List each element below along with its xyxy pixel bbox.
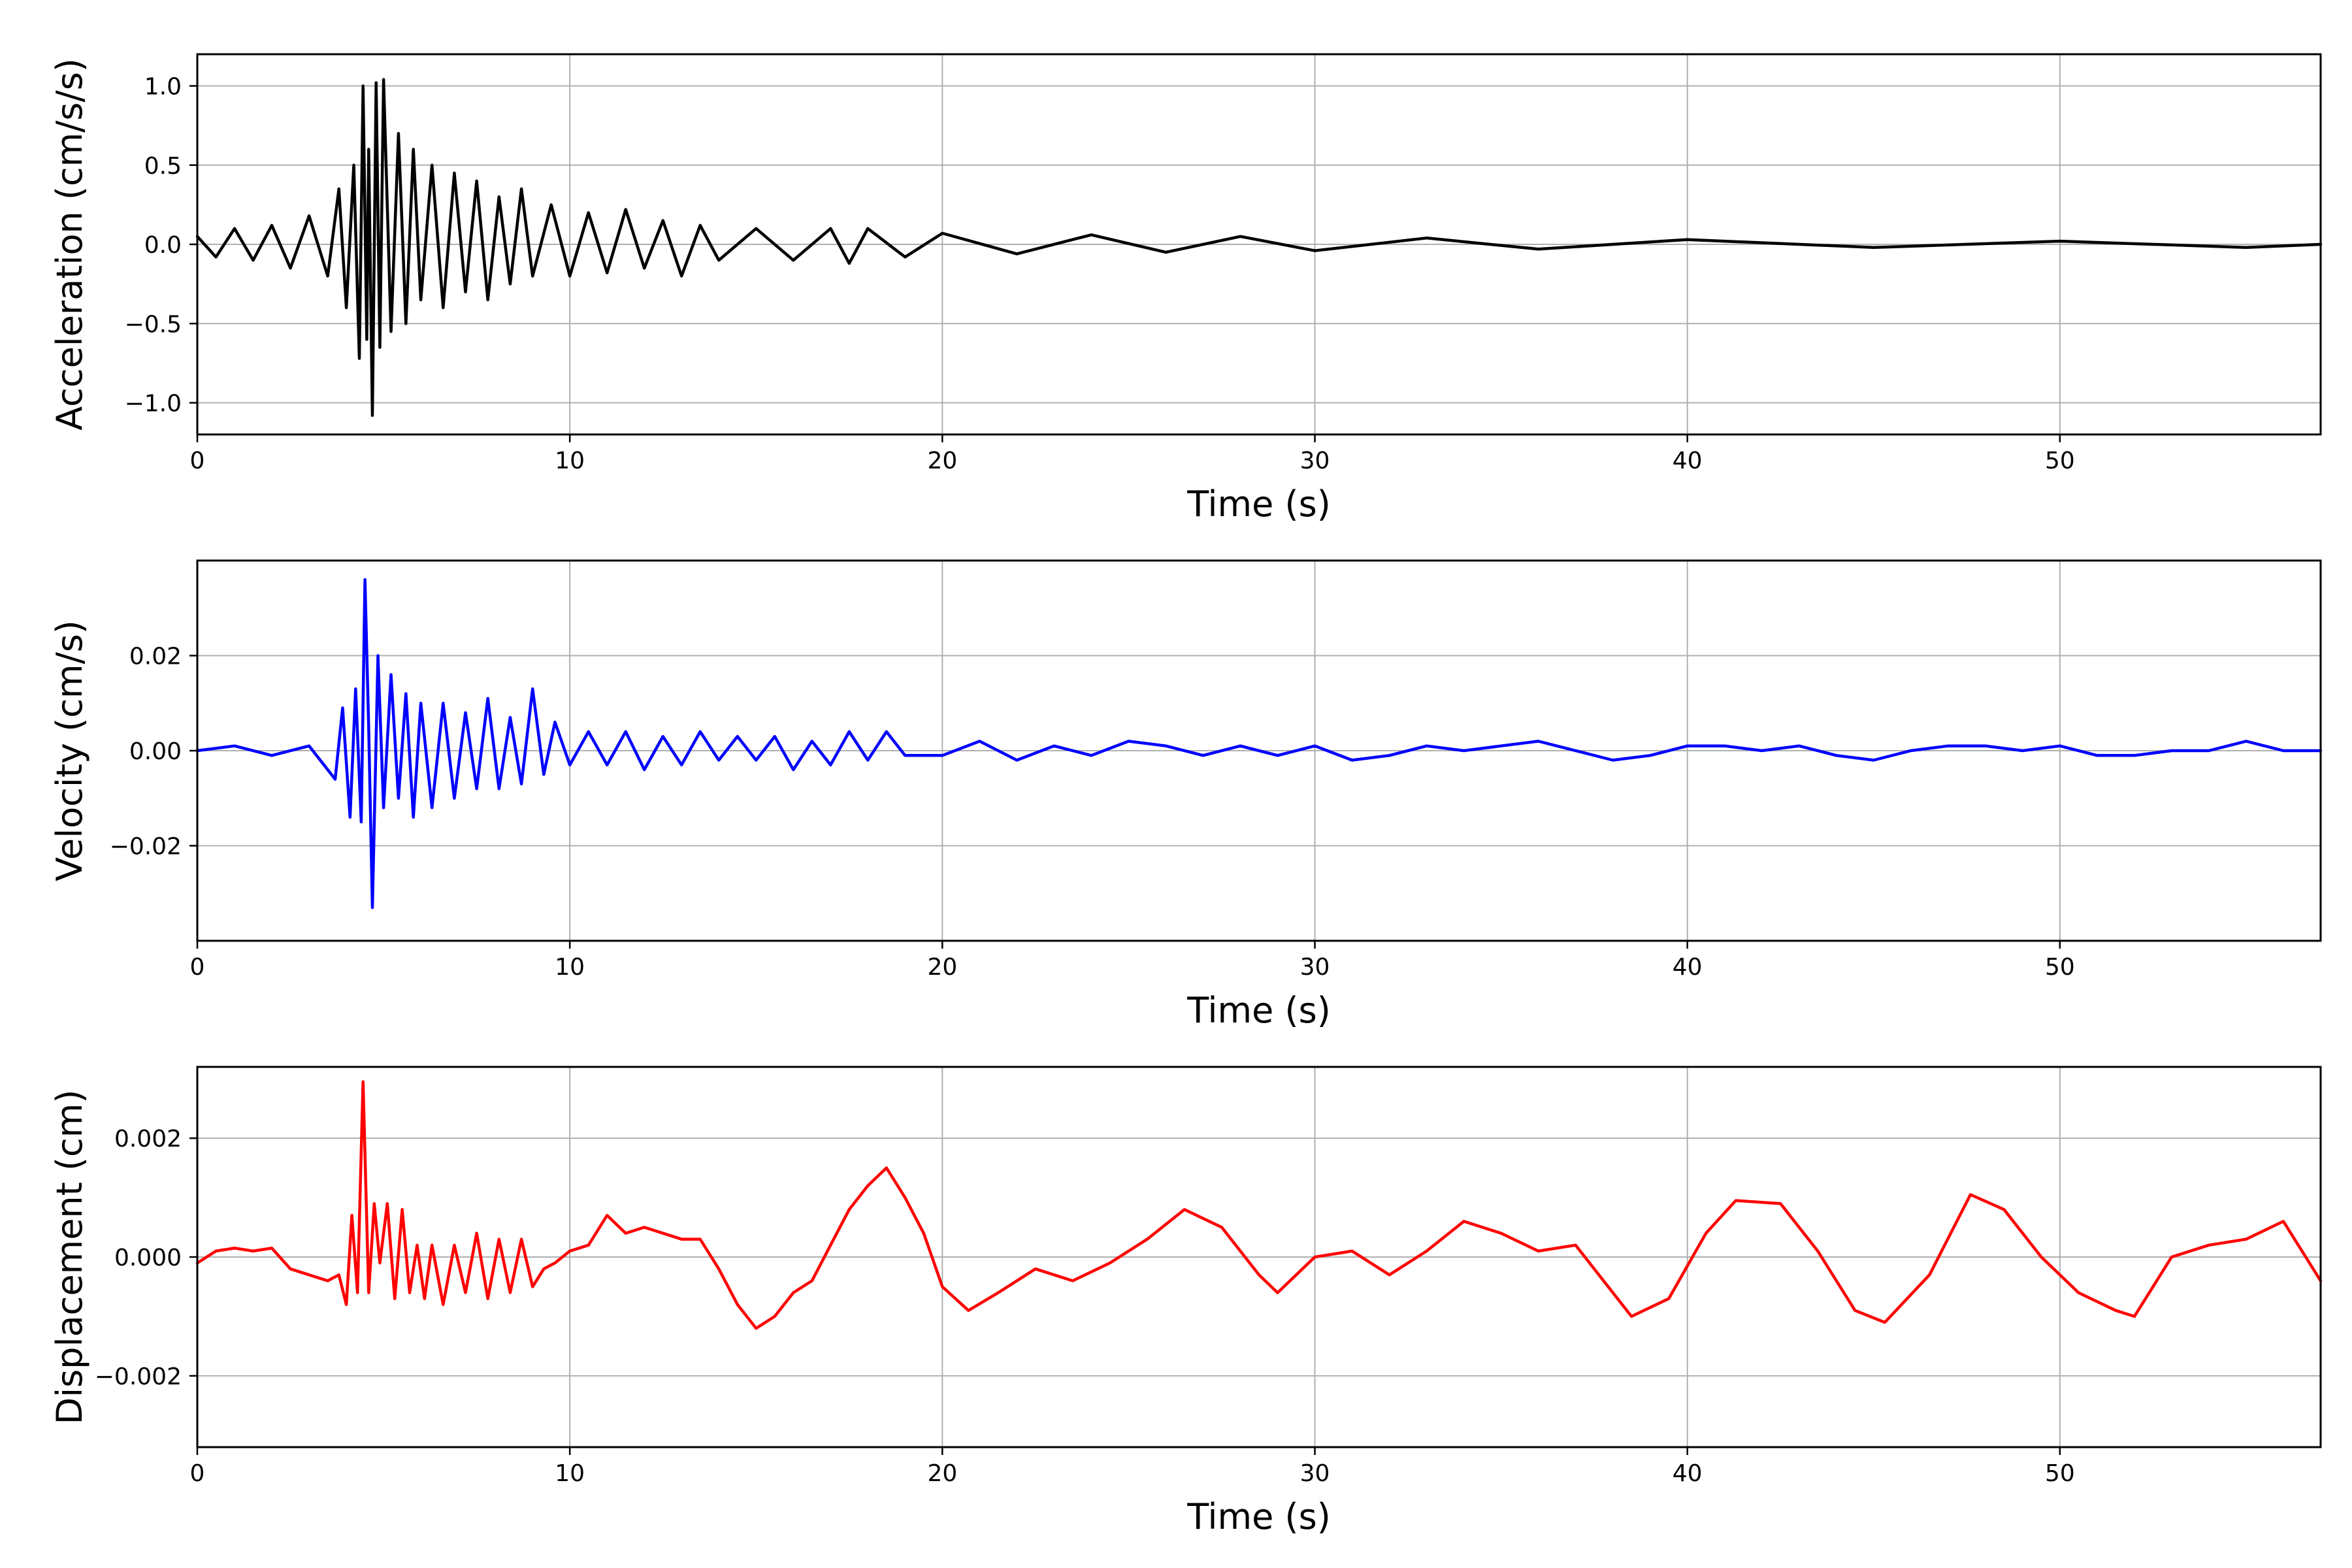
acceleration-x-tick-label: 20 — [927, 448, 957, 474]
velocity-x-tick-label: 10 — [555, 954, 585, 981]
velocity-x-axis-label: Time (s) — [1186, 990, 1331, 1031]
acceleration-x-tick-label: 0 — [190, 448, 205, 474]
velocity-x-tick-label: 0 — [190, 954, 205, 981]
velocity-series-line — [195, 578, 2323, 909]
acceleration-y-tick-label: −0.5 — [125, 311, 182, 338]
acceleration-y-tick-label: 1.0 — [144, 74, 182, 101]
displacement-y-tick-label: 0.000 — [114, 1245, 182, 1271]
displacement-x-tick-label: 20 — [927, 1460, 957, 1487]
velocity-x-tick-label: 50 — [2045, 954, 2075, 981]
velocity-ticks: 0 10 20 30 40 50 0.02 0.00 −0.02 — [110, 644, 2075, 981]
displacement-y-tick-label: 0.002 — [114, 1126, 182, 1152]
acceleration-ticks: 0 10 20 30 40 50 1.0 0.5 0.0 −0.5 −1.0 — [125, 74, 2075, 475]
acceleration-series-line — [195, 78, 2323, 417]
displacement-x-tick-label: 40 — [1673, 1460, 1703, 1487]
velocity-y-tick-label: 0.02 — [129, 644, 182, 670]
acceleration-series — [195, 78, 2323, 417]
displacement-ticks: 0 10 20 30 40 50 0.002 0.000 −0.002 — [95, 1126, 2075, 1487]
velocity-panel: 0 10 20 30 40 50 0.02 0.00 −0.02 Time (s) Veloci… — [49, 559, 2323, 1031]
acceleration-y-tick-label: 0.5 — [144, 153, 182, 180]
acceleration-y-tick-label: −1.0 — [125, 391, 182, 417]
displacement-y-axis-label: Displacement (cm) — [49, 1090, 90, 1425]
velocity-series — [195, 578, 2323, 909]
acceleration-x-axis-label: Time (s) — [1186, 483, 1331, 525]
acceleration-x-tick-label: 30 — [1300, 448, 1330, 474]
displacement-x-tick-label: 0 — [190, 1460, 205, 1487]
acceleration-x-tick-label: 40 — [1673, 448, 1703, 474]
displacement-x-tick-label: 30 — [1300, 1460, 1330, 1487]
displacement-series — [195, 1080, 2323, 1330]
displacement-x-axis-label: Time (s) — [1186, 1496, 1331, 1537]
acceleration-grid — [197, 54, 2321, 434]
displacement-x-tick-label: 50 — [2045, 1460, 2075, 1487]
acceleration-y-tick-label: 0.0 — [144, 232, 182, 259]
displacement-grid — [197, 1067, 2321, 1447]
acceleration-panel: 0 10 20 30 40 50 1.0 0.5 0.0 −0.5 −1.0 Time (s) Ac… — [49, 53, 2323, 525]
acceleration-x-tick-label: 50 — [2045, 448, 2075, 474]
displacement-x-tick-label: 10 — [555, 1460, 585, 1487]
velocity-x-tick-label: 30 — [1300, 954, 1330, 981]
displacement-panel: 0 10 20 30 40 50 0.002 0.000 −0.002 Time (s) Dis… — [49, 1066, 2323, 1537]
acceleration-x-tick-label: 10 — [555, 448, 585, 474]
velocity-y-tick-label: −0.02 — [110, 834, 182, 860]
velocity-x-tick-label: 20 — [927, 954, 957, 981]
displacement-series-line — [195, 1080, 2323, 1330]
velocity-x-tick-label: 40 — [1673, 954, 1703, 981]
velocity-y-tick-label: 0.00 — [129, 738, 182, 765]
displacement-y-tick-label: −0.002 — [95, 1364, 182, 1390]
acceleration-y-axis-label: Acceleration (cm/s/s) — [49, 58, 90, 431]
velocity-y-axis-label: Velocity (cm/s) — [49, 620, 90, 881]
